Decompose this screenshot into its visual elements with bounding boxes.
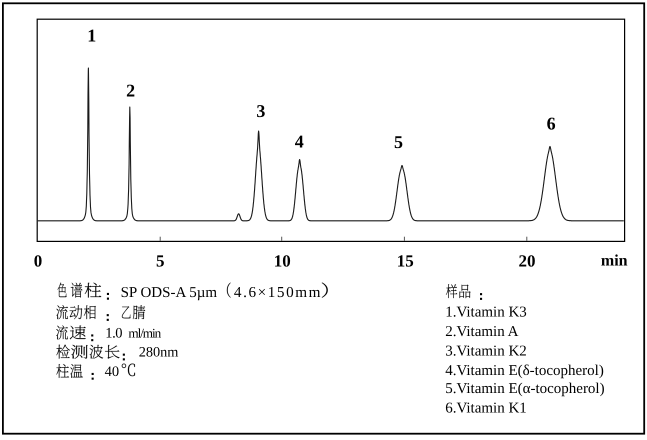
svg-text:1: 1 [87,25,96,45]
svg-text:6: 6 [547,114,556,134]
svg-text:4.6×150mm: 4.6×150mm [234,284,321,301]
svg-text:3.Vitamin K2: 3.Vitamin K2 [445,343,527,359]
svg-text:2: 2 [126,81,135,101]
svg-text:SP ODS-A 5µm: SP ODS-A 5µm [121,285,218,301]
svg-text:1.0: 1.0 [105,325,122,341]
svg-text:10: 10 [274,251,291,270]
svg-text:40: 40 [105,364,120,380]
svg-text:min: min [601,253,628,270]
svg-text:0: 0 [34,251,43,270]
svg-text:3: 3 [256,101,265,121]
svg-text:2.Vitamin A: 2.Vitamin A [445,324,518,340]
svg-text:4.Vitamin E(δ-tocopherol): 4.Vitamin E(δ-tocopherol) [445,363,604,379]
svg-text:280nm: 280nm [139,344,179,360]
svg-text:5: 5 [156,251,165,270]
svg-text:4: 4 [295,131,304,151]
svg-text:6.Vitamin K1: 6.Vitamin K1 [445,401,527,417]
svg-text:ml/min: ml/min [128,325,161,340]
svg-text:20: 20 [519,251,536,270]
svg-text:5.Vitamin E(α-tocopherol): 5.Vitamin E(α-tocopherol) [445,381,604,397]
svg-text:5: 5 [394,132,403,152]
svg-text:1.Vitamin K3: 1.Vitamin K3 [445,305,527,321]
svg-text:15: 15 [397,251,414,270]
